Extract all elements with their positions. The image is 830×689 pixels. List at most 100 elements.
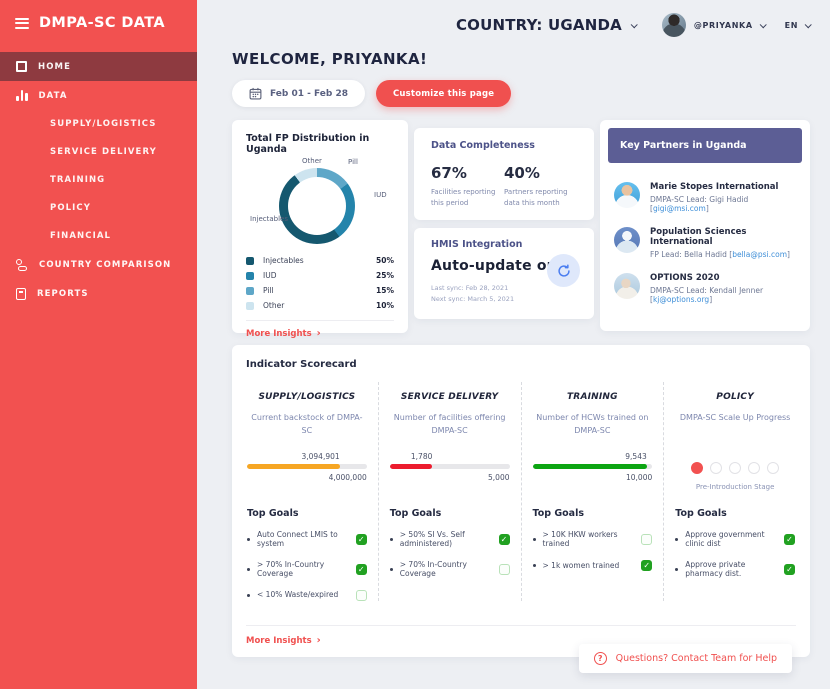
username: @PRIYANKA <box>693 20 753 30</box>
stat-partners: 40% Partners reporting data this month <box>504 164 577 209</box>
sidebar-item-policy[interactable]: POLICY <box>50 203 92 213</box>
stage-dot <box>729 462 742 474</box>
hmis-status: Auto-update on <box>431 258 557 274</box>
partner-info: OPTIONS 2020 DMPA-SC Lead: Kendall Jenne… <box>650 273 796 304</box>
bullet <box>675 567 679 571</box>
bar-max-label: 4,000,000 <box>328 473 367 482</box>
sidebar-item-supply-logistics[interactable]: SUPPLY/LOGISTICS <box>50 119 157 129</box>
top-goals-title: Top Goals <box>247 508 299 519</box>
more-insights-link[interactable]: More Insights › <box>246 635 321 647</box>
bar-chart-icon <box>16 90 28 101</box>
partner-avatar <box>614 182 640 208</box>
legend-item: Injectables 50% <box>246 253 394 268</box>
bar-fill <box>247 464 340 469</box>
divider <box>246 320 394 321</box>
goal-row: > 10K HKW workers trained ✓ <box>532 530 653 549</box>
goal-checkbox[interactable]: ✓ <box>641 533 653 545</box>
chart-legend: Injectables 50% IUD 25% Pill 15% Other 1… <box>246 253 394 313</box>
donut-label-iud: IUD <box>374 191 387 199</box>
goal-checkbox[interactable]: ✓ <box>355 589 367 601</box>
goal-checkbox[interactable]: ✓ <box>641 559 653 571</box>
goal-row: Approve private pharmacy dist. ✓ <box>675 560 795 579</box>
bullet <box>532 537 536 541</box>
partner-email-link[interactable]: kj@options.org <box>652 295 710 304</box>
page-title: WELCOME, PRIYANKA! <box>232 50 428 68</box>
donut-label-other: Other <box>302 157 322 165</box>
column-subtitle: Number of facilities offering DMPA-SC <box>393 413 506 435</box>
partner-email-link[interactable]: gigi@msi.com <box>652 204 706 213</box>
sidebar-item-home[interactable]: HOME <box>0 52 197 81</box>
card-title: Data Completeness <box>431 140 535 151</box>
scorecard-column-supply: SUPPLY/LOGISTICS Current backstock of DM… <box>236 382 378 601</box>
stage-label: Pre-Introduction Stage <box>695 483 775 491</box>
top-goals-title: Top Goals <box>532 508 585 519</box>
country-label: COUNTRY: UGANDA <box>455 16 622 34</box>
middle-cards-column: Data Completeness 67% Facilities reporti… <box>414 128 594 333</box>
goal-checkbox[interactable]: ✓ <box>784 563 795 575</box>
partner-name: Marie Stopes International <box>650 182 779 192</box>
sync-button[interactable] <box>547 254 580 287</box>
sidebar-item-reports[interactable]: REPORTS <box>0 279 197 308</box>
goal-checkbox[interactable]: ✓ <box>355 533 367 545</box>
goal-checkbox[interactable]: ✓ <box>355 563 367 575</box>
goal-row: Approve government clinic dist ✓ <box>675 530 795 549</box>
customize-page-button[interactable]: Customize this page <box>375 80 512 107</box>
column-subtitle: DMPA-SC Scale Up Progress <box>679 413 791 422</box>
sync-info: Last sync: Feb 28, 2021 Next sync: March… <box>431 283 577 304</box>
donut-label-pill: Pill <box>348 158 358 166</box>
country-selector[interactable]: COUNTRY: UGANDA <box>455 16 638 34</box>
sidebar-item-service-delivery[interactable]: SERVICE DELIVERY <box>50 147 157 157</box>
home-icon <box>16 61 27 72</box>
partner-name: Population Sciences International <box>650 227 747 247</box>
bar-value-label: 1,780 <box>410 452 433 461</box>
date-range-value: Feb 01 - Feb 28 <box>270 88 348 99</box>
donut-label-injectables: Injectables <box>250 215 288 223</box>
legend-swatch <box>246 256 254 265</box>
help-button[interactable]: ? Questions? Contact Team for Help <box>578 644 792 673</box>
bar-fill <box>532 464 647 469</box>
scorecard-column-training: TRAINING Number of HCWs trained on DMPA-… <box>520 382 664 601</box>
language-selector[interactable]: EN <box>785 21 812 30</box>
scorecard-column-service-delivery: SERVICE DELIVERY Number of facilities of… <box>377 382 521 601</box>
user-menu[interactable]: @PRIYANKA <box>693 20 767 30</box>
sidebar-item-training[interactable]: TRAINING <box>50 175 106 185</box>
hmis-integration-card: HMIS Integration Auto-update on Last syn… <box>414 228 594 319</box>
user-avatar[interactable] <box>661 13 686 37</box>
goal-row: > 1k women trained ✓ <box>532 559 653 571</box>
legend-item: Other 10% <box>246 298 394 313</box>
bar-value-label: 3,094,901 <box>301 452 340 461</box>
legend-swatch <box>246 301 254 310</box>
bullet <box>247 567 250 571</box>
stage-dot <box>748 462 761 474</box>
stage-dot <box>767 462 780 474</box>
sidebar-item-data[interactable]: DATA <box>0 81 197 110</box>
refresh-icon <box>557 263 570 277</box>
chevron-down-icon <box>630 20 638 28</box>
goal-checkbox[interactable]: ✓ <box>498 533 510 545</box>
donut-ring <box>279 168 355 244</box>
scale-up-stage-dots <box>675 462 795 474</box>
goal-checkbox[interactable]: ✓ <box>784 533 795 545</box>
date-range-picker[interactable]: Feb 01 - Feb 28 <box>232 80 365 107</box>
completeness-stats: 67% Facilities reporting this period 40%… <box>431 164 577 209</box>
bar-max-label: 10,000 <box>626 473 653 482</box>
partners-header: Key Partners in Uganda <box>608 128 802 163</box>
scorecard-footer: More Insights › <box>246 625 796 647</box>
bullet <box>247 537 250 541</box>
partner-avatar <box>614 227 640 253</box>
sidebar-item-financial[interactable]: FINANCIAL <box>50 231 112 241</box>
sidebar: DMPA-SC DATA HOME DATA SUPPLY/LOGISTICS … <box>0 0 197 689</box>
goal-checkbox[interactable]: ✓ <box>498 563 510 575</box>
stat-caption: Facilities reporting this period <box>431 188 496 207</box>
column-header: TRAINING <box>566 392 618 402</box>
partner-info: Population Sciences International FP Lea… <box>650 227 796 259</box>
hamburger-icon[interactable] <box>15 15 29 31</box>
legend-swatch <box>246 286 254 295</box>
partner-email-link[interactable]: bella@psi.com <box>732 250 788 259</box>
question-icon: ? <box>593 652 607 665</box>
sidebar-item-country-comparison[interactable]: COUNTRY COMPARISON <box>0 250 197 279</box>
legend-item: IUD 25% <box>246 268 394 283</box>
more-insights-link[interactable]: More Insights › <box>246 328 321 340</box>
column-subtitle: Number of HCWs trained on DMPA-SC <box>536 413 649 435</box>
top-goals-title: Top Goals <box>675 508 727 519</box>
